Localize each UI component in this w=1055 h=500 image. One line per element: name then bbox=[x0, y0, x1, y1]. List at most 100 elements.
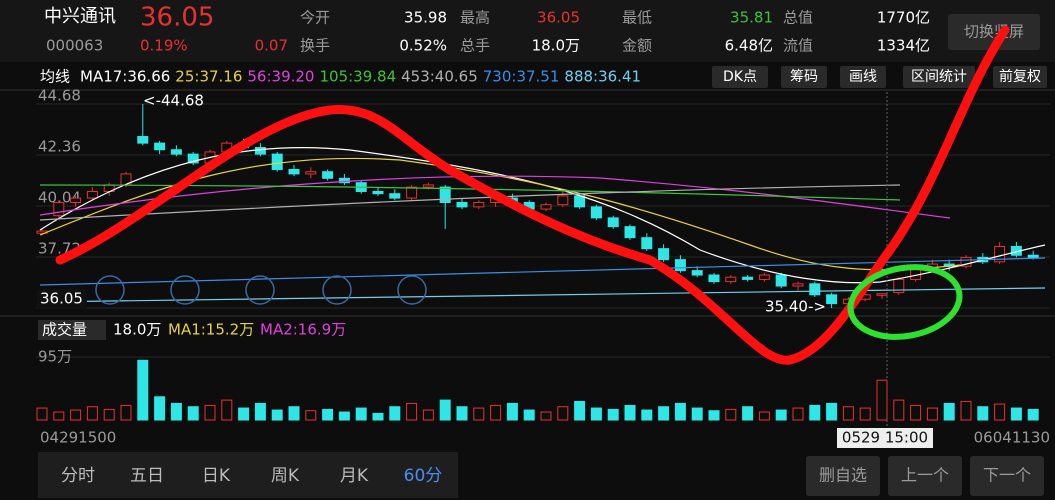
nav-button[interactable]: 上一个 bbox=[888, 456, 962, 496]
candle-body bbox=[137, 136, 149, 144]
volume-bar bbox=[809, 404, 821, 421]
candle-body bbox=[893, 278, 905, 294]
red-annotation bbox=[55, 25, 1010, 365]
button-bg[interactable] bbox=[888, 456, 962, 496]
volume-bar bbox=[439, 399, 451, 421]
volume-bar bbox=[70, 409, 82, 421]
period-tab[interactable]: 周K bbox=[271, 466, 300, 486]
header-bg bbox=[0, 0, 1055, 62]
candle-body bbox=[809, 283, 821, 296]
volume-bar bbox=[271, 409, 283, 421]
stat-label: 今开 bbox=[300, 9, 330, 27]
volume-ma2: MA2:16.9万 bbox=[260, 321, 346, 339]
button-label[interactable]: 删自选 bbox=[819, 466, 867, 485]
stat-label: 换手 bbox=[300, 37, 330, 55]
volume-bar bbox=[238, 407, 250, 421]
period-tab[interactable]: 日K bbox=[202, 466, 231, 486]
volume-bar bbox=[187, 406, 199, 421]
candle-body bbox=[725, 276, 737, 283]
candle-body bbox=[1027, 254, 1039, 258]
stock-code: 000063 bbox=[46, 37, 103, 55]
tool-button[interactable]: 前复权 bbox=[993, 66, 1047, 88]
tool-button[interactable]: 区间统计 bbox=[903, 66, 975, 88]
tab-bar bbox=[38, 452, 458, 498]
volume-bar bbox=[725, 408, 737, 421]
volume-bar bbox=[422, 409, 434, 421]
tool-label[interactable]: 前复权 bbox=[999, 68, 1041, 85]
ma-item: 25:37.16 bbox=[175, 68, 242, 86]
stat-value: 1334亿 bbox=[877, 37, 930, 55]
green-annotation bbox=[847, 264, 963, 340]
candle-body bbox=[372, 190, 384, 195]
cursor-date: 0529 15:00 bbox=[842, 429, 928, 447]
tool-label[interactable]: 画线 bbox=[849, 69, 877, 85]
button-bg[interactable] bbox=[970, 456, 1044, 496]
last-price-box bbox=[37, 289, 87, 309]
ma-item: 888:36.41 bbox=[564, 68, 641, 86]
y-tick-label: 44.68 bbox=[38, 87, 81, 105]
volume-tab[interactable] bbox=[38, 320, 106, 340]
volume-bar bbox=[490, 404, 502, 421]
period-tab[interactable]: 60分 bbox=[404, 466, 443, 486]
period-tab[interactable]: 分时 bbox=[61, 466, 95, 486]
volume-bar bbox=[506, 402, 518, 421]
volume-bar bbox=[607, 408, 619, 421]
volume-label[interactable]: 成交量 bbox=[42, 321, 87, 339]
stat-label: 总值 bbox=[783, 9, 813, 27]
tool-button[interactable]: DK点 bbox=[712, 66, 768, 88]
period-tab[interactable]: 五日 bbox=[130, 466, 164, 486]
candle-body bbox=[574, 195, 586, 208]
volume-ma1: MA1:15.2万 bbox=[168, 321, 254, 339]
ma-item: MA17:36.66 bbox=[80, 68, 170, 86]
candle-body bbox=[960, 256, 972, 267]
tool-label[interactable]: 筹码 bbox=[790, 68, 818, 85]
volume-bar bbox=[540, 411, 552, 421]
tool-button[interactable]: 筹码 bbox=[781, 66, 827, 88]
tool-button[interactable]: 画线 bbox=[840, 66, 886, 88]
change-pct: 0.19% bbox=[140, 37, 188, 55]
candle-body bbox=[708, 274, 720, 283]
tool-label[interactable]: 区间统计 bbox=[911, 69, 967, 85]
button-label[interactable]: 下一个 bbox=[983, 466, 1031, 485]
candle-body bbox=[792, 283, 804, 287]
nav-button[interactable]: 删自选 bbox=[806, 456, 880, 496]
volume-bar bbox=[910, 404, 922, 421]
tool-bg[interactable] bbox=[903, 66, 975, 88]
tool-bg[interactable] bbox=[993, 66, 1047, 88]
nav-button[interactable]: 下一个 bbox=[970, 456, 1044, 496]
volume-bar bbox=[372, 412, 384, 421]
tool-label[interactable]: DK点 bbox=[723, 69, 757, 85]
candle-body bbox=[70, 197, 82, 203]
tabs: 分时 五日 日K 周K 月K 60分 bbox=[61, 466, 442, 486]
tool-bg[interactable] bbox=[781, 66, 827, 88]
ma-item: 56:39.20 bbox=[247, 68, 314, 86]
rotate-button[interactable]: 切换竖屏 bbox=[948, 14, 1040, 50]
button-bg[interactable] bbox=[806, 456, 880, 496]
volume-bar bbox=[708, 410, 720, 421]
candle-body bbox=[154, 142, 166, 151]
candle-body bbox=[590, 206, 602, 219]
tool-bg[interactable] bbox=[712, 66, 768, 88]
tools: DK点 筹码 画线 区间统计 前复权 bbox=[712, 66, 1047, 88]
volume-bar bbox=[792, 407, 804, 421]
candle-body bbox=[540, 204, 552, 210]
ma-item: 730:37.51 bbox=[483, 68, 560, 86]
zoom-controls[interactable] bbox=[95, 275, 427, 305]
volume-bar bbox=[674, 402, 686, 421]
rotate-label[interactable]: 切换竖屏 bbox=[964, 23, 1024, 41]
stat-label: 总手 bbox=[460, 37, 490, 55]
volume-bar bbox=[254, 402, 266, 421]
period-tab[interactable]: 月K bbox=[340, 466, 369, 486]
low-note: 35.40-> bbox=[765, 298, 826, 316]
volume-bar bbox=[775, 409, 787, 421]
tool-bg[interactable] bbox=[840, 66, 886, 88]
button-label[interactable]: 上一个 bbox=[901, 466, 949, 485]
candle-body bbox=[305, 171, 317, 175]
volume-bar bbox=[658, 406, 670, 421]
volume-bar bbox=[36, 407, 48, 421]
last-price: 36.05 bbox=[40, 290, 83, 308]
candle-body bbox=[473, 201, 485, 208]
stock-price: 36.05 bbox=[140, 3, 214, 33]
candle-body bbox=[322, 171, 334, 179]
